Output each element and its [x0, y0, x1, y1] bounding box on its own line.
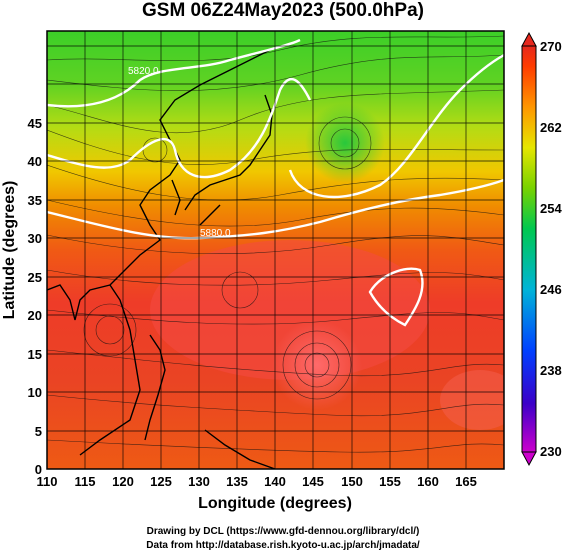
y-tick-label: 5 — [35, 424, 42, 439]
coastlines — [47, 49, 276, 469]
y-tick-label: 45 — [28, 116, 42, 131]
y-tick-label: 20 — [28, 308, 42, 323]
plot-frame — [46, 30, 505, 470]
colorbar-tick-label: 254 — [540, 201, 562, 216]
colorbar-tick-label: 262 — [540, 120, 562, 135]
colorbar-tick-label: 270 — [540, 39, 562, 54]
y-tick-label: 10 — [28, 385, 42, 400]
streamlines — [47, 35, 504, 453]
x-tick-label: 135 — [226, 474, 248, 489]
x-tick-label: 115 — [75, 474, 96, 489]
colorbar — [521, 31, 537, 467]
contour-label: 5880.0 — [200, 228, 231, 239]
x-tick-label: 155 — [379, 474, 401, 489]
x-tick-label: 160 — [417, 474, 439, 489]
x-tick-label: 110 — [37, 474, 58, 489]
height-contours — [47, 38, 504, 327]
x-tick-label: 150 — [341, 474, 363, 489]
y-tick-label: 35 — [28, 193, 42, 208]
colorbar-tick-label: 230 — [540, 444, 562, 459]
y-tick-label: 30 — [28, 231, 42, 246]
y-axis-label: Latitude (degrees) — [1, 181, 18, 320]
credit-line-2: Data from http://database.rish.kyoto-u.a… — [146, 540, 420, 551]
x-tick-label: 145 — [302, 474, 324, 489]
grid-lines — [47, 31, 504, 469]
colorbar-tick-label: 246 — [540, 282, 562, 297]
y-tick-label: 40 — [28, 154, 42, 169]
x-axis-ticks: 110 115 120 125 130 135 140 145 150 155 … — [37, 474, 477, 489]
credit-line-1: Drawing by DCL (https://www.gfd-dennou.o… — [146, 526, 420, 537]
y-tick-label: 0 — [35, 462, 42, 477]
x-tick-label: 140 — [264, 474, 286, 489]
contour-labels: 5820.0 5880.0 — [128, 66, 231, 239]
x-tick-label: 125 — [150, 474, 172, 489]
x-tick-label: 120 — [112, 474, 134, 489]
colorbar-tick-label: 238 — [540, 363, 562, 378]
contour-label: 5820.0 — [128, 66, 159, 77]
chart-title: GSM 06Z24May2023 (500.0hPa) — [142, 0, 424, 21]
y-tick-label: 15 — [28, 347, 42, 362]
x-axis-label: Longitude (degrees) — [198, 495, 352, 512]
x-tick-label: 165 — [455, 474, 477, 489]
colorbar-ticks: 270 262 254 246 238 230 — [540, 39, 562, 459]
y-axis-ticks: 0 5 10 15 20 25 30 35 40 45 — [28, 116, 42, 477]
y-tick-label: 25 — [28, 270, 42, 285]
x-tick-label: 130 — [188, 474, 210, 489]
